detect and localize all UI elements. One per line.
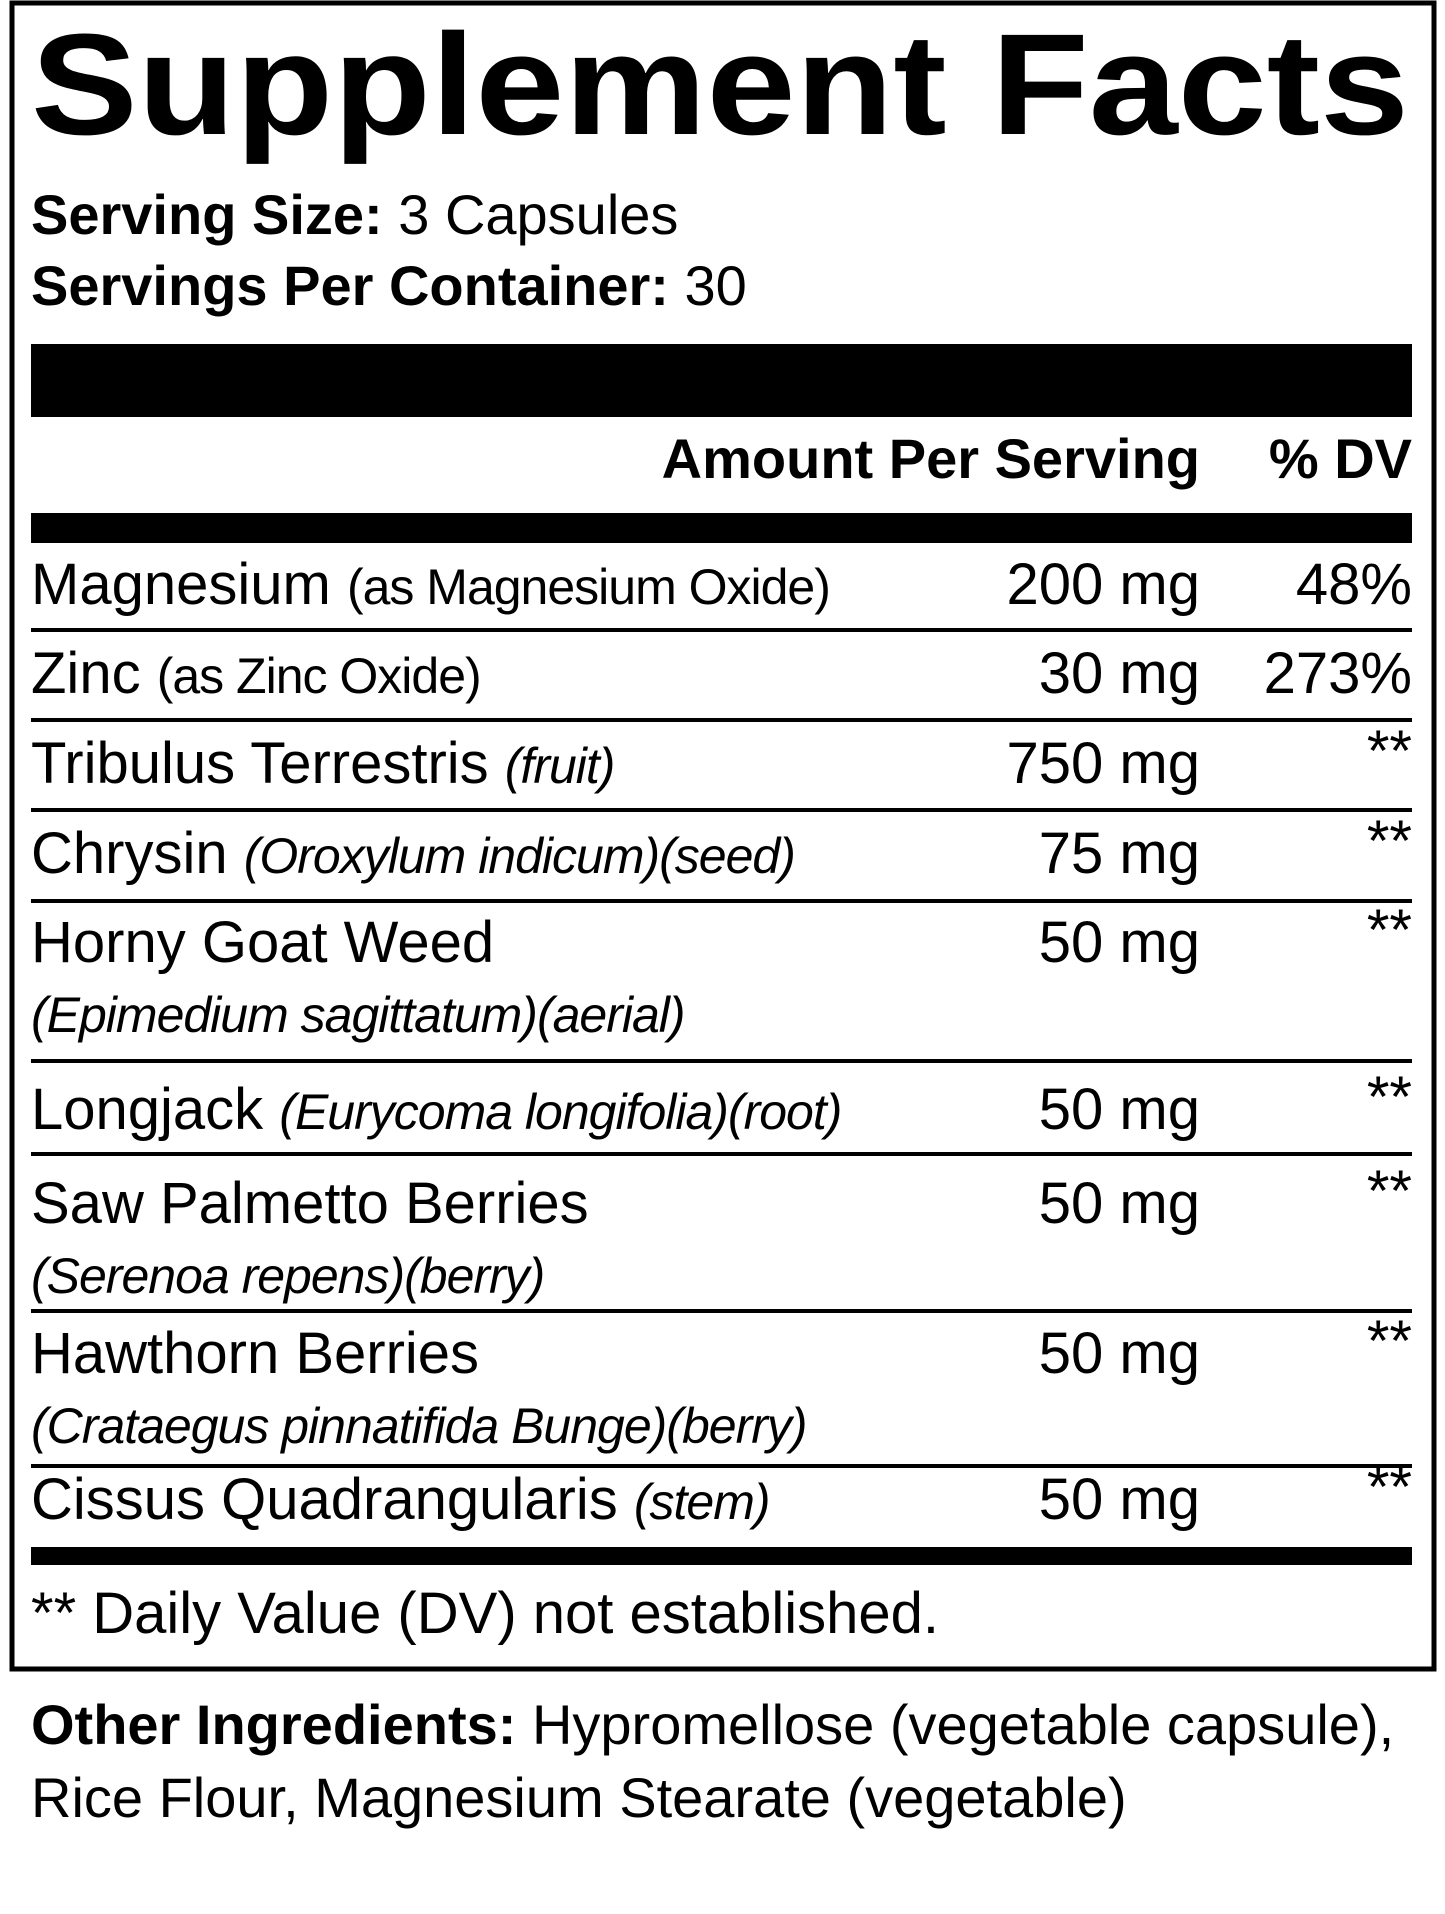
amount: 50 mg xyxy=(1039,1467,1200,1532)
daily-value: ** xyxy=(1367,1309,1412,1374)
ingredient-detail: (fruit) xyxy=(505,738,615,794)
ingredient-detail: (Oroxylum indicum)(seed) xyxy=(244,828,795,884)
servings-label: Servings Per Container: xyxy=(31,254,669,317)
amount: 50 mg xyxy=(1039,1077,1200,1142)
ingredient-detail: (Serenoa repens)(berry) xyxy=(31,1248,544,1304)
ingredient: Zinc (as Zinc Oxide) xyxy=(31,641,481,706)
row-separator xyxy=(31,808,1412,812)
daily-value: 273% xyxy=(1264,641,1412,706)
servings-value: 30 xyxy=(685,254,747,317)
ingredient-detail: (as Zinc Oxide) xyxy=(157,648,481,704)
title: Supplement Facts xyxy=(31,4,1409,165)
daily-value: ** xyxy=(1367,1455,1412,1520)
panel-border xyxy=(9,0,1437,1672)
thick-bar xyxy=(31,513,1412,543)
ingredient: Cissus Quadrangularis (stem) xyxy=(31,1467,770,1532)
thick-bar xyxy=(31,344,1412,417)
row-separator xyxy=(31,718,1412,722)
row-separator xyxy=(31,1309,1412,1313)
ingredient-name: Magnesium xyxy=(31,552,331,617)
daily-value: ** xyxy=(1367,898,1412,963)
ingredient-name: Horny Goat Weed xyxy=(31,910,494,975)
facts-panel: Supplement Facts Serving Size: 3 Capsule… xyxy=(9,0,1437,1672)
column-header: Amount Per Serving xyxy=(662,427,1200,490)
daily-value: 48% xyxy=(1296,552,1412,617)
ingredient-detail: (Crataegus pinnatifida Bunge)(berry) xyxy=(31,1398,807,1454)
ingredient: Tribulus Terrestris (fruit) xyxy=(31,731,614,796)
ingredient: Longjack (Eurycoma longifolia)(root) xyxy=(31,1077,841,1142)
row-separator xyxy=(31,1152,1412,1156)
row-separator xyxy=(31,1464,1412,1468)
ingredient-name: Longjack xyxy=(31,1077,264,1142)
ingredient-detail: (stem) xyxy=(634,1474,770,1530)
footnote: ** Daily Value (DV) not established. xyxy=(31,1581,939,1646)
other-label: Other Ingredients: xyxy=(31,1693,517,1756)
ingredient-detail: (Epimedium sagittatum)(aerial) xyxy=(31,987,685,1043)
column-header: % DV xyxy=(1269,427,1412,490)
serving-size-value: 3 Capsules xyxy=(398,183,678,246)
amount: 750 mg xyxy=(1007,731,1200,796)
ingredient-name: Tribulus Terrestris xyxy=(31,731,489,796)
ingredient-detail: (as Magnesium Oxide) xyxy=(347,559,830,615)
serving-size-label: Serving Size: xyxy=(31,183,383,246)
amount: 50 mg xyxy=(1039,1171,1200,1236)
row-separator xyxy=(31,899,1412,903)
amount: 30 mg xyxy=(1039,641,1200,706)
row-separator xyxy=(31,1059,1412,1063)
ingredient-detail: (Eurycoma longifolia)(root) xyxy=(279,1084,841,1140)
serving-size: Serving Size: 3 Capsules xyxy=(31,183,678,246)
daily-value: ** xyxy=(1367,1065,1412,1130)
ingredient-name: Chrysin xyxy=(31,821,228,886)
amount: 50 mg xyxy=(1039,910,1200,975)
ingredient: Magnesium (as Magnesium Oxide) xyxy=(31,552,830,617)
daily-value: ** xyxy=(1367,1159,1412,1224)
ingredient-name: Cissus Quadrangularis xyxy=(31,1467,618,1532)
ingredient: Chrysin (Oroxylum indicum)(seed) xyxy=(31,821,795,886)
daily-value: ** xyxy=(1367,809,1412,874)
row-separator xyxy=(31,628,1412,632)
amount: 200 mg xyxy=(1007,552,1200,617)
other-ingredients: Other Ingredients: Hypromellose (vegetab… xyxy=(31,1688,1431,1834)
amount: 50 mg xyxy=(1039,1321,1200,1386)
ingredient-name: Saw Palmetto Berries xyxy=(31,1171,589,1236)
ingredient-name: Hawthorn Berries xyxy=(31,1321,479,1386)
other-text: Hypromellose (vegetable capsule), Rice F… xyxy=(31,1693,1395,1829)
thick-bar xyxy=(31,1547,1412,1565)
daily-value: ** xyxy=(1367,719,1412,784)
amount: 75 mg xyxy=(1039,821,1200,886)
servings: Servings Per Container: 30 xyxy=(31,254,747,317)
ingredient-name: Zinc xyxy=(31,641,141,706)
